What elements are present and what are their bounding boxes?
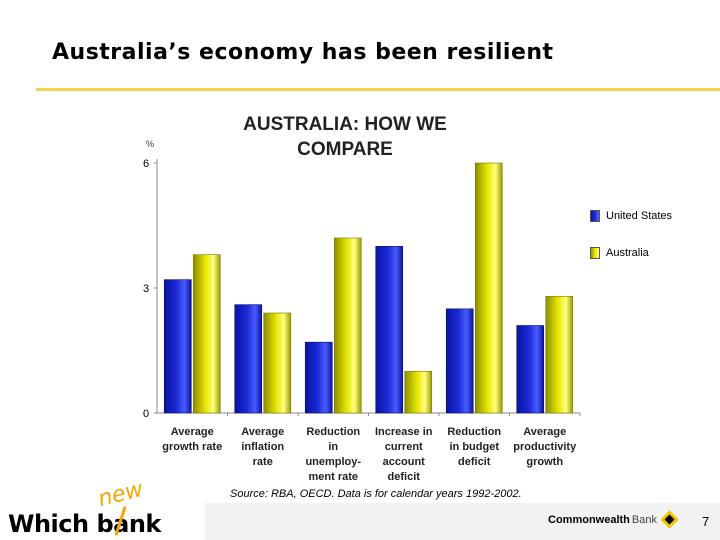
bar-us-2 (304, 341, 333, 414)
cba-name-light: Bank (631, 513, 657, 526)
bar-us-1 (234, 304, 263, 414)
cba-name-bold: Commonwealth (548, 513, 630, 526)
x-tick-label-1: Average inflation rate (241, 426, 284, 468)
bar-us-0 (163, 279, 192, 414)
x-tick-label-0: Average growth rate (162, 426, 222, 453)
brand-wordmark: Which bank (8, 510, 161, 538)
bar-australia-5 (545, 296, 574, 414)
chart-title: AUSTRALIA: HOW WE COMPARE (200, 112, 490, 162)
y-tick-label: 6 (143, 158, 149, 170)
y-axis-unit-label: % (146, 139, 154, 149)
y-tick-label: 3 (143, 283, 149, 295)
chart-title-line-1: AUSTRALIA: HOW WE (243, 114, 447, 135)
x-tick-label-5: Average productivity growth (513, 426, 577, 468)
bar-australia-0 (192, 254, 221, 414)
chart-title-line-2: COMPARE (297, 139, 393, 160)
legend-swatch-australia (590, 247, 600, 259)
legend-swatch-us (590, 210, 600, 222)
bar-us-3 (375, 246, 404, 414)
x-tick-label-3: Increase in current account deficit (375, 426, 433, 483)
x-tick-label-2: Reduction in unemploy-ment rate (305, 426, 361, 483)
page-number: 7 (702, 514, 710, 529)
legend-item-australia: Australia (590, 245, 672, 261)
bar-australia-2 (333, 237, 362, 414)
commonwealth-bank-logo: Commonwealth Bank (548, 510, 679, 529)
bar-australia-1 (263, 312, 292, 414)
cba-diamond-icon (660, 510, 679, 529)
y-tick-label: 0 (143, 408, 149, 420)
bar-australia-3 (404, 371, 433, 414)
legend-label-us: United States (606, 210, 673, 222)
legend-label-australia: Australia (606, 247, 649, 259)
chart-legend: United States Australia (590, 208, 672, 282)
x-tick-label-4: Reduction in budget deficit (447, 426, 501, 468)
source-note: Source: RBA, OECD. Data is for calendar … (230, 488, 522, 500)
slide-title: Australia’s economy has been resilient (52, 40, 554, 65)
bar-us-5 (516, 325, 545, 414)
title-divider (36, 88, 720, 91)
footer-band (205, 503, 720, 540)
bar-us-4 (445, 308, 474, 414)
bar-australia-4 (474, 162, 503, 414)
legend-item-us: United States (590, 208, 672, 224)
